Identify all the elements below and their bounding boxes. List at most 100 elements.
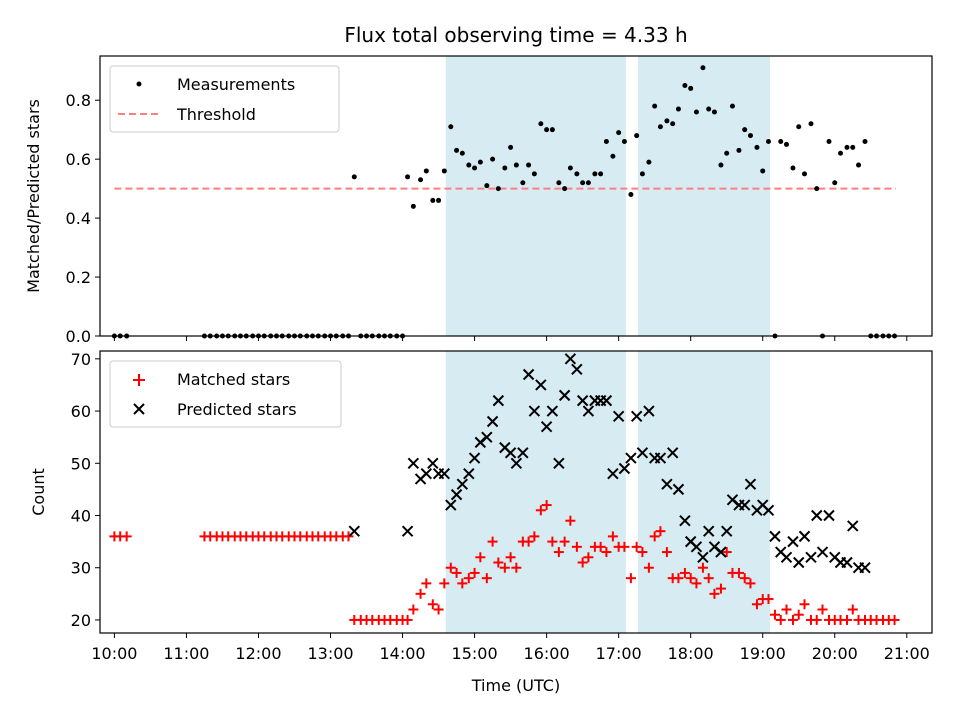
measurement-point [621,138,627,144]
predicted-star-point [625,452,637,464]
predicted-star-point [787,535,799,548]
bottom-x-tick-label: 21:00 [884,644,930,663]
matched-star-point [439,578,450,589]
matched-star-point [583,552,594,563]
measurement-point [639,171,645,177]
predicted-star-point [571,363,583,375]
measurement-point [706,106,712,112]
bottom-x-tick-label: 10:00 [91,644,137,663]
matched-star-point [541,500,552,511]
matched-star-point [601,547,612,558]
measurement-point [454,147,460,153]
measurement-point [436,197,442,203]
measurement-point [783,141,789,147]
measurement-point [556,180,562,186]
matched-star-point [523,536,534,547]
top-y-ticks: 0.0 0.2 0.4 0.6 0.8 [66,91,100,346]
matched-star-point [649,531,660,542]
bottom-y-tick-label: 30 [71,559,91,578]
top-y-tick-label: 0.2 [66,268,91,287]
matched-star-point [475,552,486,563]
measurement-point [747,133,753,139]
matched-star-point [787,614,798,625]
measurement-point [580,180,586,186]
matched-star-point [661,547,672,558]
measurement-point [574,171,580,177]
measurement-point [531,171,537,177]
bottom-y-tick-label: 60 [71,402,91,421]
matched-star-point [481,573,492,584]
measurement-point [850,144,856,150]
predicted-star-point [450,488,463,501]
measurement-point [549,127,555,133]
predicted-star-point [739,499,751,511]
measurement-point [693,109,699,115]
matched-star-point [643,562,654,573]
measurement-point [502,165,508,171]
matched-star-point [655,526,666,537]
bottom-x-tick-label: 17:00 [596,644,642,663]
matched-star-point [889,614,900,625]
matched-star-point [817,604,828,615]
top-shaded-span-0 [445,56,626,336]
bottom-x-tick-label: 11:00 [163,644,209,663]
matched-star-point [799,599,810,610]
predicted-star-point [553,457,565,469]
matched-star-point [811,614,822,625]
measurement-point [862,138,868,144]
predicted-star-point [607,468,619,480]
matched-star-point [847,604,858,615]
matched-star-point [739,573,750,584]
matched-star-point [769,609,780,620]
matched-star-point [745,578,756,589]
measurement-point [585,180,591,186]
matched-star-point [775,614,786,625]
predicted-star-point [798,530,811,543]
top-y-tick-label: 0.0 [66,327,91,346]
bottom-x-tick-label: 15:00 [452,644,498,663]
predicted-star-point [438,468,451,480]
matched-star-point [619,541,630,552]
matched-star-point [721,547,732,558]
matched-star-point [535,505,546,516]
predicted-star-point [816,546,829,558]
bottom-y-tick-label: 70 [71,350,91,369]
predicted-star-point [564,353,577,365]
measurement-point [657,124,663,130]
measurement-point [754,144,760,150]
matched-star-point [493,557,504,568]
predicted-star-point [535,379,547,391]
predicted-star-point [546,405,559,417]
top-y-tick-label: 0.6 [66,150,91,169]
measurement-point [729,103,735,109]
measurement-point [562,186,568,192]
measurement-point [856,162,862,168]
measurement-point [538,121,544,127]
bottom-x-ticks: 10:00 11:00 12:00 13:00 14:00 15:00 16:00 17:00… [91,633,930,663]
matched-star-point [499,562,510,573]
matched-star-point [487,536,498,547]
bottom-shaded-spans [445,351,770,633]
top-panel: 0.0 0.2 0.4 0.6 0.8 Flux total observing tim… [24,23,933,346]
predicted-star-point [468,452,481,464]
chart-title: Flux total observing time = 4.33 h [344,23,687,47]
predicted-star-point [643,405,655,417]
top-y-axis-label: Matched/Predicted stars [24,99,43,293]
measurement-point [495,186,501,192]
predicted-star-point [600,394,613,407]
top-shaded-span-1 [638,56,770,336]
predicted-star-point [528,405,541,417]
matched-star-point [463,573,474,584]
bottom-legend: Matched stars Predicted stars [109,360,342,428]
measurement-point [736,147,742,153]
matched-star-point [553,547,564,558]
bottom-y-axis-label: Count [29,468,48,516]
legend-label-threshold: Threshold [176,105,256,124]
predicted-star-point [510,457,523,469]
measurement-point [814,186,820,192]
predicted-star-point [715,546,727,558]
predicted-star-point [456,478,469,490]
legend-marker-matched [133,374,145,386]
matched-star-point [402,614,413,625]
matched-star-point [451,567,462,578]
